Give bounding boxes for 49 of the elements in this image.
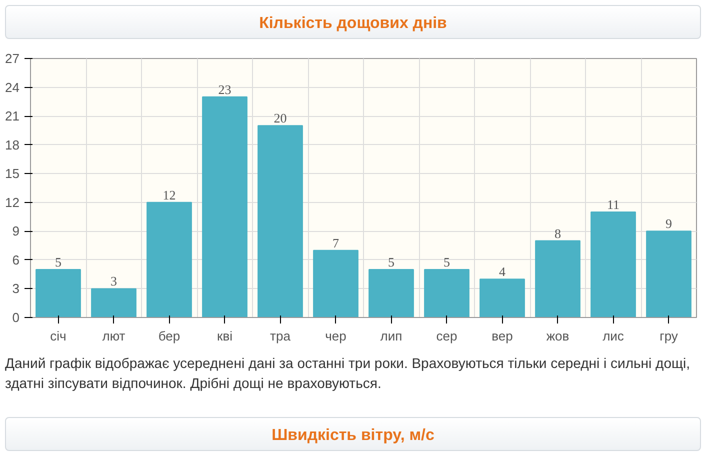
data-label: 11 — [606, 196, 620, 212]
bar — [146, 202, 192, 318]
y-tick-label: 21 — [5, 108, 20, 124]
data-label: 5 — [55, 254, 62, 270]
bar — [535, 240, 580, 318]
data-label: 12 — [162, 187, 176, 202]
y-tick-label: 3 — [12, 281, 20, 296]
data-label: 5 — [388, 254, 394, 270]
x-tick-label: лис — [602, 328, 624, 344]
x-tick-label: тра — [270, 328, 292, 344]
y-tick-label: 15 — [5, 166, 20, 182]
data-label: 8 — [554, 226, 561, 241]
y-tick-label: 6 — [12, 252, 20, 268]
chart-title: Кількість дощових днів — [259, 14, 447, 34]
y-tick-label: 0 — [12, 310, 20, 325]
data-label: 3 — [110, 274, 117, 289]
bar — [258, 125, 303, 318]
x-tick-label: лип — [380, 328, 402, 344]
x-tick-label: сер — [436, 328, 458, 344]
x-tick-label: січ — [50, 328, 66, 344]
text: Швидкість вітру, м/с — [272, 426, 434, 446]
bar — [424, 269, 470, 318]
y-tick-label: 24 — [5, 80, 20, 95]
x-tick-label: лют — [102, 328, 126, 344]
bar — [480, 278, 525, 318]
y-tick-label: 18 — [5, 137, 20, 152]
x-tick-label: гру — [660, 328, 678, 344]
data-label: 23 — [218, 82, 232, 97]
y-tick-label: 12 — [5, 194, 20, 210]
bar — [646, 230, 692, 318]
bar — [91, 288, 136, 318]
data-label: 9 — [666, 216, 672, 232]
y-tick-label: 9 — [12, 224, 20, 239]
bar — [368, 269, 414, 318]
data-label: 20 — [274, 110, 287, 126]
bar — [590, 211, 636, 318]
bar — [36, 269, 81, 318]
bar — [313, 250, 358, 318]
bar — [202, 96, 248, 318]
x-tick-label: жов — [546, 328, 570, 344]
data-label: 4 — [499, 264, 506, 280]
y-tick-label: 27 — [5, 51, 20, 66]
text: Даний графік відображає усереднені дані за останні три роки. Враховуються тільки середні і сильні дощі, здатні зіпсувати відпочинок. Дрібні дощі не враховуються. — [5, 354, 692, 393]
x-tick-label: чер — [325, 328, 346, 344]
data-label: 5 — [444, 254, 450, 270]
x-tick-label: вер — [492, 328, 513, 344]
data-label: 7 — [332, 235, 340, 250]
x-tick-label: бер — [158, 328, 180, 344]
x-tick-label: кві — [217, 328, 233, 344]
